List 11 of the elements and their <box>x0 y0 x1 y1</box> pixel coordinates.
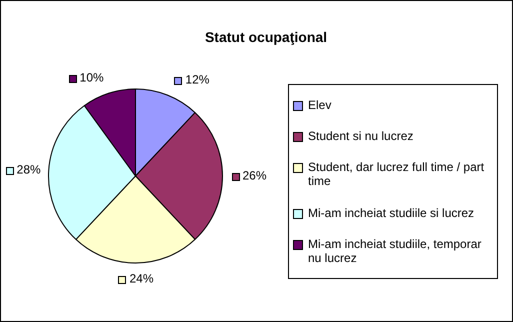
legend-label: Student, dar lucrez full time / part time <box>308 160 486 188</box>
legend-label: Mi-am incheiat studiile, temporar nu lucrez <box>308 237 482 266</box>
chart-title: Statut ocupaţional <box>204 29 328 45</box>
data-label: 26% <box>242 168 267 182</box>
legend-label: Mi-am incheiat studiile si lucrez <box>308 206 474 220</box>
data-label: 28% <box>16 162 42 176</box>
legend-label: Student si nu lucrez <box>308 129 414 144</box>
data-label: 12% <box>185 72 210 87</box>
data-label: 24% <box>129 271 154 286</box>
legend-label: Elev <box>308 98 332 112</box>
data-label: 10% <box>80 70 104 84</box>
